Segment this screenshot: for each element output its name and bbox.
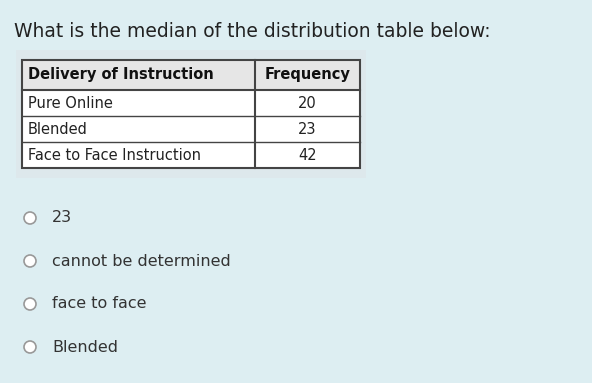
Text: 23: 23 [52,211,72,226]
Bar [22,60,360,90]
Bar [22,60,360,168]
Text: Blended: Blended [52,339,118,355]
Circle shape [24,341,36,353]
Text: Pure Online: Pure Online [28,95,113,111]
Text: 20: 20 [298,95,317,111]
Text: 23: 23 [298,121,317,136]
Text: cannot be determined: cannot be determined [52,254,231,268]
Text: Frequency: Frequency [265,67,350,82]
Text: face to face: face to face [52,296,146,311]
Text: Delivery of Instruction: Delivery of Instruction [28,67,214,82]
FancyBboxPatch shape [16,50,366,178]
Text: Face to Face Instruction: Face to Face Instruction [28,147,201,162]
Circle shape [24,298,36,310]
Circle shape [24,255,36,267]
Bar [22,60,360,168]
Circle shape [24,212,36,224]
Text: 42: 42 [298,147,317,162]
Text: Blended: Blended [28,121,88,136]
Text: What is the median of the distribution table below:: What is the median of the distribution t… [14,22,491,41]
